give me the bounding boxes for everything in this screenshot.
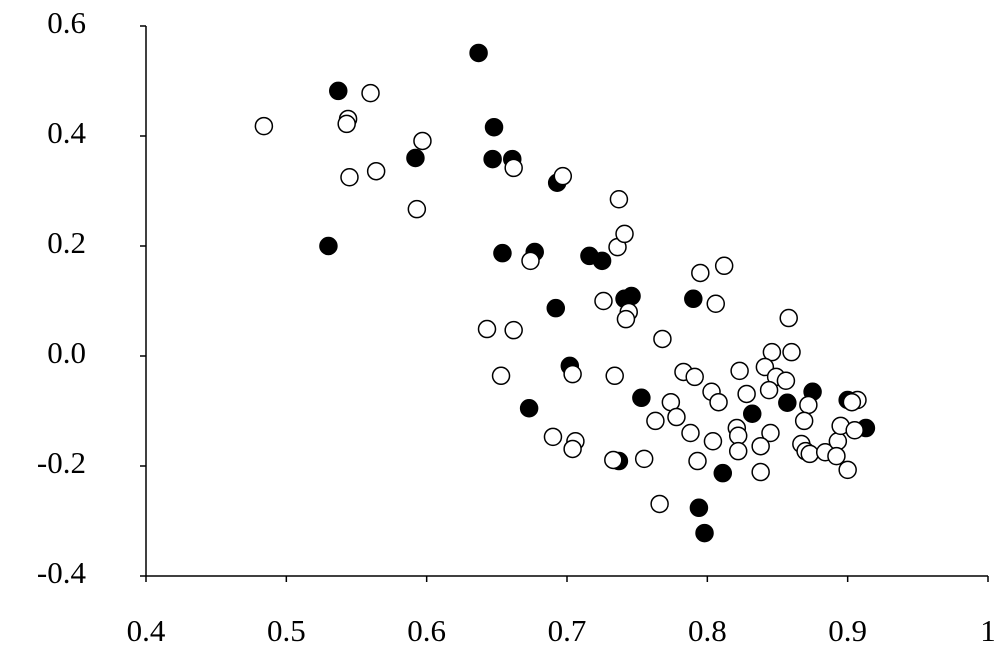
open-point xyxy=(728,426,748,445)
filled-point xyxy=(713,463,733,483)
open-point xyxy=(477,319,497,339)
open-point xyxy=(543,427,563,447)
open-point xyxy=(737,384,756,404)
open-point xyxy=(491,366,511,386)
open-point xyxy=(521,251,540,271)
open-point xyxy=(703,432,723,451)
open-point xyxy=(553,166,573,186)
open-point xyxy=(762,342,782,362)
open-point xyxy=(827,446,846,466)
open-point xyxy=(709,392,728,412)
open-point xyxy=(751,436,770,456)
open-point xyxy=(615,224,634,244)
open-point xyxy=(504,158,523,178)
filled-point xyxy=(592,251,612,271)
open-point xyxy=(361,83,380,103)
open-point xyxy=(609,190,629,209)
open-point xyxy=(563,364,582,384)
filled-point xyxy=(632,388,651,408)
open-point xyxy=(845,421,864,440)
x-tick-label: 0.5 xyxy=(267,613,306,648)
open-point xyxy=(366,161,386,181)
filled-point xyxy=(329,81,348,101)
open-point xyxy=(842,392,862,412)
open-point xyxy=(714,256,734,276)
open-point xyxy=(838,460,857,480)
y-tick-label: 0.6 xyxy=(47,5,86,40)
open-point xyxy=(751,462,770,482)
open-point xyxy=(782,342,801,362)
open-point xyxy=(728,441,748,461)
filled-point xyxy=(519,399,539,418)
open-point xyxy=(504,320,523,340)
open-point xyxy=(563,439,582,459)
open-point xyxy=(407,199,427,219)
open-point xyxy=(254,116,274,136)
filled-point xyxy=(483,149,502,169)
y-tick-label: 0.4 xyxy=(47,115,86,150)
filled-point xyxy=(493,243,512,263)
x-tick-label: 0.8 xyxy=(688,613,727,648)
y-tick-label: -0.4 xyxy=(37,555,87,590)
open-point xyxy=(340,168,359,187)
open-point xyxy=(688,451,707,471)
open-point xyxy=(616,309,636,329)
open-point xyxy=(634,449,654,469)
open-point xyxy=(646,411,665,431)
x-tick-label: 0.7 xyxy=(548,613,587,648)
open-point xyxy=(337,114,356,134)
open-point xyxy=(761,423,780,443)
open-point xyxy=(594,291,613,311)
filled-point xyxy=(484,117,504,137)
open-point xyxy=(681,423,700,443)
filled-point xyxy=(742,404,762,423)
filled-point xyxy=(695,523,714,543)
open-point xyxy=(794,411,814,431)
open-point xyxy=(706,294,726,313)
open-point xyxy=(653,329,672,349)
y-tick-label: -0.2 xyxy=(37,445,86,480)
filled-point xyxy=(469,43,488,63)
open-point xyxy=(685,367,704,387)
filled-point xyxy=(319,236,338,256)
y-tick-label: 0.2 xyxy=(47,225,86,260)
x-tick-label: 0.9 xyxy=(828,613,867,648)
open-point xyxy=(776,371,796,390)
open-point xyxy=(779,308,798,328)
x-tick-label: 0.4 xyxy=(127,613,166,648)
open-point xyxy=(413,131,432,151)
open-point xyxy=(650,494,669,514)
open-point xyxy=(667,407,686,427)
filled-point xyxy=(684,289,703,309)
open-point xyxy=(604,450,623,470)
filled-point xyxy=(546,298,566,318)
y-tick-label: 0.0 xyxy=(47,335,86,370)
filled-point xyxy=(406,148,425,168)
open-point xyxy=(800,444,820,464)
open-point xyxy=(691,263,710,283)
open-point xyxy=(605,366,624,386)
filled-point xyxy=(689,498,709,518)
open-point xyxy=(799,395,818,415)
x-tick-label: 0.6 xyxy=(407,613,446,648)
x-tick-label: 1 xyxy=(980,613,996,648)
filled-point xyxy=(778,393,797,412)
open-point xyxy=(759,380,779,400)
open-point xyxy=(730,361,749,381)
